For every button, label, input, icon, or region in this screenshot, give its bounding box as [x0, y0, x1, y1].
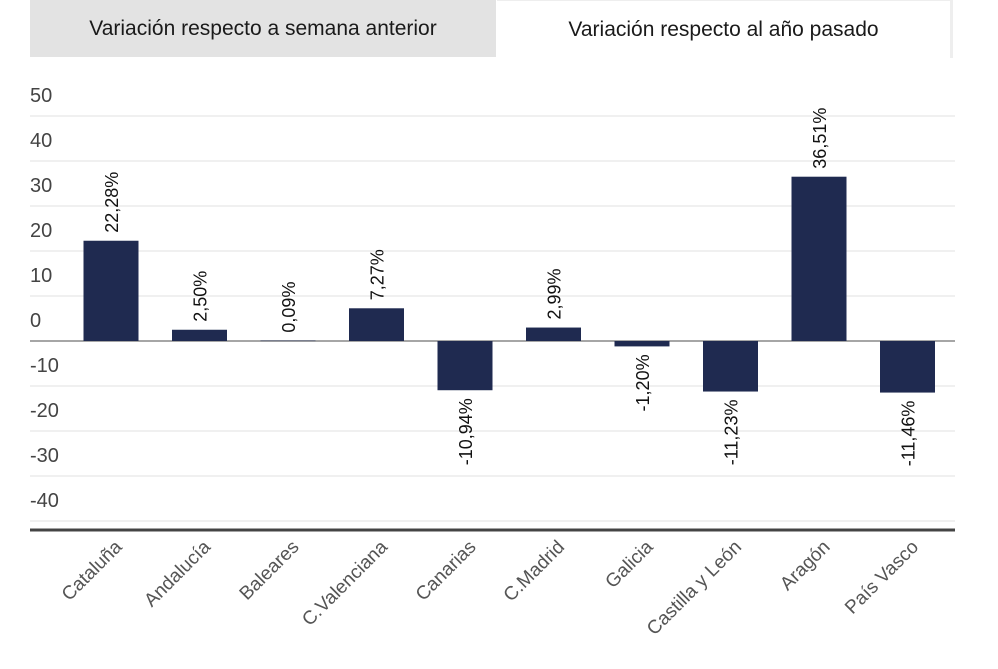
x-tick-label: Cataluña	[58, 536, 127, 605]
bar	[83, 240, 139, 341]
data-label: 36,51%	[810, 108, 830, 169]
y-tick-label: 10	[30, 265, 52, 287]
x-tick-label: Baleares	[236, 537, 304, 605]
x-tick-label: C.Valenciana	[298, 536, 392, 630]
data-label: -10,94%	[456, 398, 476, 465]
bar	[614, 341, 670, 347]
bar	[526, 327, 581, 341]
y-tick-label: -20	[30, 400, 59, 422]
x-tick-label: C.Madrid	[500, 537, 569, 606]
bar	[349, 308, 404, 341]
x-tick-label: País Vasco	[841, 537, 923, 619]
bar	[172, 329, 227, 341]
bar	[703, 341, 758, 392]
y-tick-label: 0	[30, 310, 41, 332]
data-label: 2,99%	[545, 268, 565, 319]
y-tick-label: 50	[30, 85, 52, 107]
y-tick-label: -40	[30, 490, 59, 512]
data-label: 7,27%	[368, 249, 388, 300]
bar	[437, 341, 493, 391]
tab-yearly-variation[interactable]: Variación respecto al año pasado	[497, 0, 953, 58]
y-tick-label: 40	[30, 130, 52, 152]
x-tick-label: Canarias	[412, 537, 481, 606]
tab-weekly-variation[interactable]: Variación respecto a semana anterior	[30, 0, 496, 57]
x-tick-label: Aragón	[776, 537, 834, 595]
data-label: -11,46%	[899, 401, 919, 467]
y-tick-label: 30	[30, 175, 52, 197]
x-tick-label: Andalucía	[140, 536, 215, 611]
data-label: -1,20%	[633, 354, 653, 411]
y-tick-label: 20	[30, 220, 52, 242]
data-label: 2,50%	[191, 271, 211, 322]
x-tick-label: Galicia	[602, 536, 658, 592]
y-tick-label: -30	[30, 445, 59, 467]
data-label: -11,23%	[722, 400, 742, 466]
data-label: 22,28%	[102, 172, 122, 233]
bar	[880, 341, 935, 393]
bar	[791, 176, 847, 341]
x-tick-label: Castilla y León	[643, 537, 746, 640]
bar	[260, 340, 316, 342]
data-label: 0,09%	[279, 282, 299, 333]
y-tick-label: -10	[30, 355, 59, 377]
